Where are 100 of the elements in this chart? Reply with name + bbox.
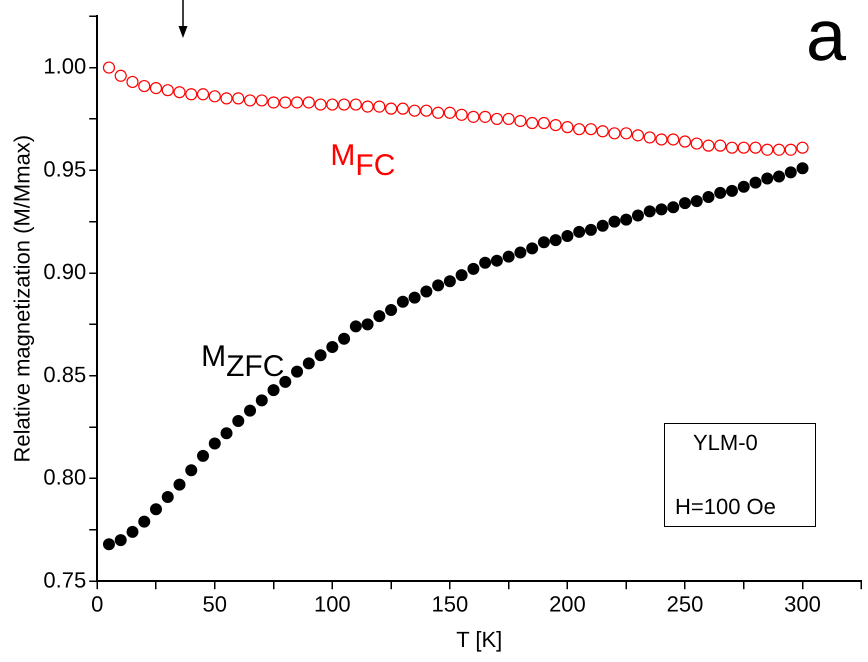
annotation: a (806, 0, 846, 76)
point (420, 104, 432, 117)
point (538, 236, 550, 248)
point (220, 427, 233, 440)
point (408, 104, 421, 117)
x-tick-label: 300 (784, 591, 821, 616)
x-tick-label: 0 (91, 591, 104, 616)
point (232, 92, 244, 104)
annotation: H=100 Oe (675, 494, 776, 520)
y-tick-label: 0.85 (43, 362, 86, 387)
point (314, 98, 327, 111)
point (479, 110, 492, 123)
point (632, 209, 644, 222)
point (208, 90, 221, 102)
point (502, 250, 515, 263)
point (690, 195, 703, 208)
point (702, 191, 714, 203)
point (796, 142, 809, 154)
y-tick-label: 1.00 (43, 54, 86, 79)
point (256, 94, 268, 107)
point (197, 450, 210, 462)
point (749, 142, 762, 154)
point (267, 96, 280, 109)
point (678, 135, 692, 148)
point (373, 100, 386, 113)
point (667, 133, 680, 146)
point (279, 376, 292, 388)
point (490, 112, 503, 126)
y-tick-label: 0.75 (43, 567, 86, 592)
point (644, 205, 656, 218)
x-axis-title: T [K] (456, 626, 502, 652)
point (796, 162, 809, 174)
point (573, 226, 586, 238)
y-tick-label: 0.90 (43, 259, 86, 284)
point (761, 172, 774, 185)
point (620, 127, 632, 140)
point (456, 108, 468, 121)
point (573, 123, 586, 136)
point (338, 332, 350, 345)
point (291, 366, 304, 378)
point (373, 310, 386, 322)
point (714, 140, 726, 152)
point (584, 224, 597, 236)
point (232, 414, 244, 427)
point (608, 216, 620, 228)
point (490, 254, 503, 267)
point (244, 404, 256, 417)
point (750, 176, 762, 189)
point (385, 304, 398, 316)
point (126, 526, 138, 538)
point (138, 80, 150, 92)
point (290, 96, 304, 109)
point (561, 230, 574, 242)
point (185, 464, 198, 476)
y-tick-label: 0.95 (43, 156, 86, 182)
point (655, 203, 668, 216)
point (726, 142, 738, 154)
point (384, 102, 398, 115)
point (702, 140, 715, 152)
point (550, 118, 562, 132)
point (667, 201, 680, 214)
point (114, 534, 127, 546)
point (326, 340, 338, 353)
point (479, 256, 492, 269)
y-tick-label: 0.80 (43, 464, 86, 490)
point (467, 110, 480, 123)
point (502, 112, 515, 126)
point (526, 116, 538, 130)
point (550, 234, 562, 246)
point (596, 125, 609, 138)
point (302, 357, 315, 370)
point (114, 70, 127, 82)
point (514, 246, 526, 258)
annotation: YLM-0 (693, 430, 758, 456)
point (444, 106, 456, 119)
x-tick-label: 150 (432, 591, 468, 616)
point (396, 296, 409, 308)
point (761, 144, 774, 156)
point (561, 121, 574, 134)
point (150, 82, 162, 94)
point (772, 144, 786, 156)
point (738, 142, 750, 154)
point (432, 279, 444, 292)
point (350, 320, 362, 332)
point (162, 84, 174, 96)
point (268, 384, 280, 396)
point (256, 394, 268, 406)
point (174, 478, 186, 491)
point (102, 61, 116, 74)
point (162, 490, 174, 503)
point (408, 292, 421, 304)
point (644, 131, 656, 144)
point (338, 98, 350, 111)
point (396, 102, 409, 115)
point (773, 170, 786, 182)
y-axis-title: Relative magnetization (M/Mmax) (9, 134, 34, 463)
point (432, 106, 444, 119)
point (350, 98, 362, 111)
point (784, 144, 797, 156)
point (596, 220, 609, 232)
